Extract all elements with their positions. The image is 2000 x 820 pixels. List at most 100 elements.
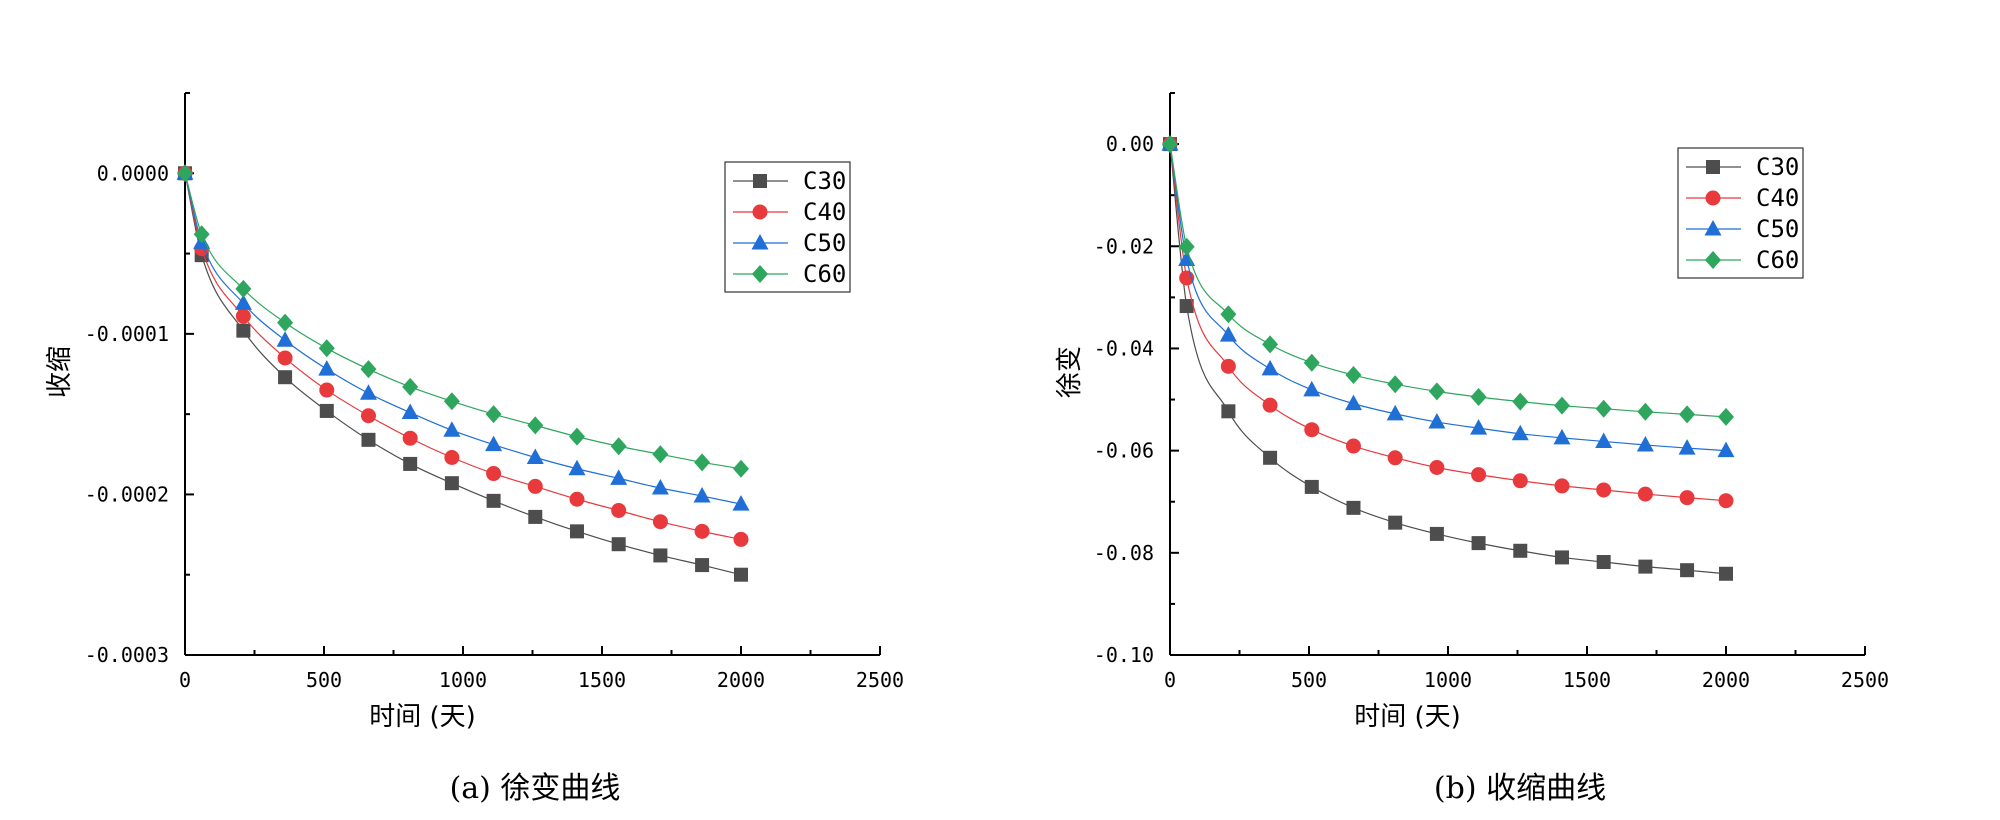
data-point-c50 bbox=[485, 435, 503, 452]
data-point-c50 bbox=[1261, 359, 1279, 376]
legend-marker-c60 bbox=[1705, 251, 1721, 269]
data-point-c50 bbox=[1428, 413, 1446, 429]
legend-label-c50: C50 bbox=[1756, 215, 1799, 243]
y-tick-label: -0.04 bbox=[1094, 336, 1154, 360]
data-point-c60 bbox=[1178, 237, 1195, 256]
data-point-c40 bbox=[1554, 478, 1570, 494]
x-tick-label: 0 bbox=[179, 668, 191, 692]
legend-box bbox=[724, 161, 851, 293]
data-point-c30 bbox=[1429, 526, 1444, 541]
data-point-c60 bbox=[1345, 366, 1362, 385]
data-point-c40 bbox=[486, 466, 502, 482]
data-point-c40 bbox=[569, 491, 585, 507]
x-tick-label: 500 bbox=[306, 668, 342, 692]
data-point-c50 bbox=[1470, 419, 1488, 435]
data-point-c60 bbox=[610, 437, 627, 456]
y-tick-label: -0.02 bbox=[1094, 234, 1154, 258]
y-tick-label: -0.08 bbox=[1094, 541, 1154, 565]
panel-a-creep-chart: 0 500 1000 1500 2000 2500 0.0000 -0.0001 -0.0002… bbox=[45, 92, 904, 806]
data-point-c60 bbox=[1595, 399, 1612, 418]
data-point-c40 bbox=[1596, 482, 1612, 498]
series-line-c50 bbox=[1169, 144, 1727, 452]
legend-marker-c40 bbox=[752, 204, 768, 220]
data-point-c60 bbox=[318, 339, 335, 358]
data-point-c60 bbox=[1162, 135, 1178, 154]
x-tick-label: 1000 bbox=[1424, 668, 1472, 692]
data-point-c50 bbox=[1717, 441, 1735, 458]
legend-marker-c40 bbox=[1705, 190, 1721, 206]
series-line-c30 bbox=[184, 173, 742, 576]
data-point-c60 bbox=[733, 459, 749, 478]
data-point-c60 bbox=[1553, 396, 1570, 415]
data-point-c30 bbox=[695, 558, 710, 573]
data-point-c40 bbox=[1429, 459, 1445, 475]
data-point-c50 bbox=[526, 448, 544, 464]
data-point-c50 bbox=[568, 459, 586, 476]
data-point-c50 bbox=[693, 487, 711, 503]
x-axis-title: 时间 (天) bbox=[1354, 702, 1461, 732]
data-point-c30 bbox=[1179, 299, 1194, 314]
x-tick-label: 0 bbox=[1164, 668, 1176, 692]
data-point-c30 bbox=[1596, 555, 1611, 570]
x-tick-label: 500 bbox=[1291, 668, 1327, 692]
panel-b-shrinkage-chart: 0 500 1000 1500 2000 2500 0.00 -0.02 -0.04 -0.06 -… bbox=[1055, 92, 1889, 806]
data-point-c40 bbox=[360, 408, 376, 424]
data-point-c30 bbox=[403, 456, 418, 471]
legend-marker-c30 bbox=[753, 174, 767, 188]
data-point-c40 bbox=[1718, 493, 1734, 509]
legend-box bbox=[1677, 147, 1804, 279]
data-point-c60 bbox=[1387, 375, 1404, 394]
series-c30 bbox=[178, 166, 748, 582]
x-tick-label: 1000 bbox=[439, 668, 487, 692]
data-point-c40 bbox=[694, 523, 710, 539]
data-point-c60 bbox=[1637, 402, 1654, 421]
data-point-c40 bbox=[1220, 358, 1236, 374]
data-point-c30 bbox=[1471, 536, 1486, 551]
data-point-c60 bbox=[1470, 387, 1487, 406]
data-point-c60 bbox=[1428, 382, 1445, 401]
data-point-c60 bbox=[1303, 353, 1320, 372]
data-point-c60 bbox=[193, 225, 210, 244]
y-axis-title: 徐变 bbox=[1055, 346, 1085, 398]
data-point-c30 bbox=[1638, 559, 1653, 574]
data-point-c30 bbox=[1221, 404, 1236, 419]
data-point-c30 bbox=[236, 323, 251, 338]
data-point-c60 bbox=[527, 416, 544, 435]
y-tick-label: -0.06 bbox=[1094, 439, 1154, 463]
data-point-c30 bbox=[1513, 543, 1528, 558]
data-point-c50 bbox=[318, 360, 336, 376]
data-point-c50 bbox=[276, 331, 294, 347]
data-point-c30 bbox=[1719, 566, 1733, 581]
legend: C30 C40 C50 C60 bbox=[724, 161, 851, 293]
data-point-c50 bbox=[359, 384, 377, 400]
legend-marker-c60 bbox=[752, 265, 768, 283]
legend-label-c60: C60 bbox=[803, 260, 846, 288]
data-point-c50 bbox=[401, 403, 419, 420]
legend: C30 C40 C50 C60 bbox=[1677, 147, 1804, 279]
data-point-c50 bbox=[1678, 439, 1696, 455]
legend-label-c50: C50 bbox=[803, 229, 846, 257]
data-point-c30 bbox=[653, 548, 668, 563]
y-tick-label: -0.0003 bbox=[85, 643, 169, 667]
data-point-c40 bbox=[319, 382, 335, 398]
data-point-c50 bbox=[443, 421, 461, 437]
data-point-c40 bbox=[1679, 490, 1695, 506]
data-point-c40 bbox=[527, 478, 543, 494]
data-point-c60 bbox=[177, 164, 193, 183]
data-point-c40 bbox=[1387, 450, 1403, 466]
legend-label-c40: C40 bbox=[803, 198, 846, 226]
series-c60 bbox=[177, 164, 749, 478]
data-point-c60 bbox=[443, 392, 460, 411]
series-c30 bbox=[1163, 137, 1733, 581]
data-point-c60 bbox=[694, 453, 711, 472]
data-point-c40 bbox=[733, 531, 749, 547]
data-point-c60 bbox=[277, 313, 294, 332]
data-point-c60 bbox=[360, 360, 377, 379]
x-tick-label: 2000 bbox=[717, 668, 765, 692]
data-point-c50 bbox=[234, 294, 252, 310]
data-point-c60 bbox=[652, 445, 669, 464]
data-point-c30 bbox=[611, 537, 626, 552]
series-c60 bbox=[1162, 135, 1734, 426]
data-point-c30 bbox=[734, 567, 748, 582]
